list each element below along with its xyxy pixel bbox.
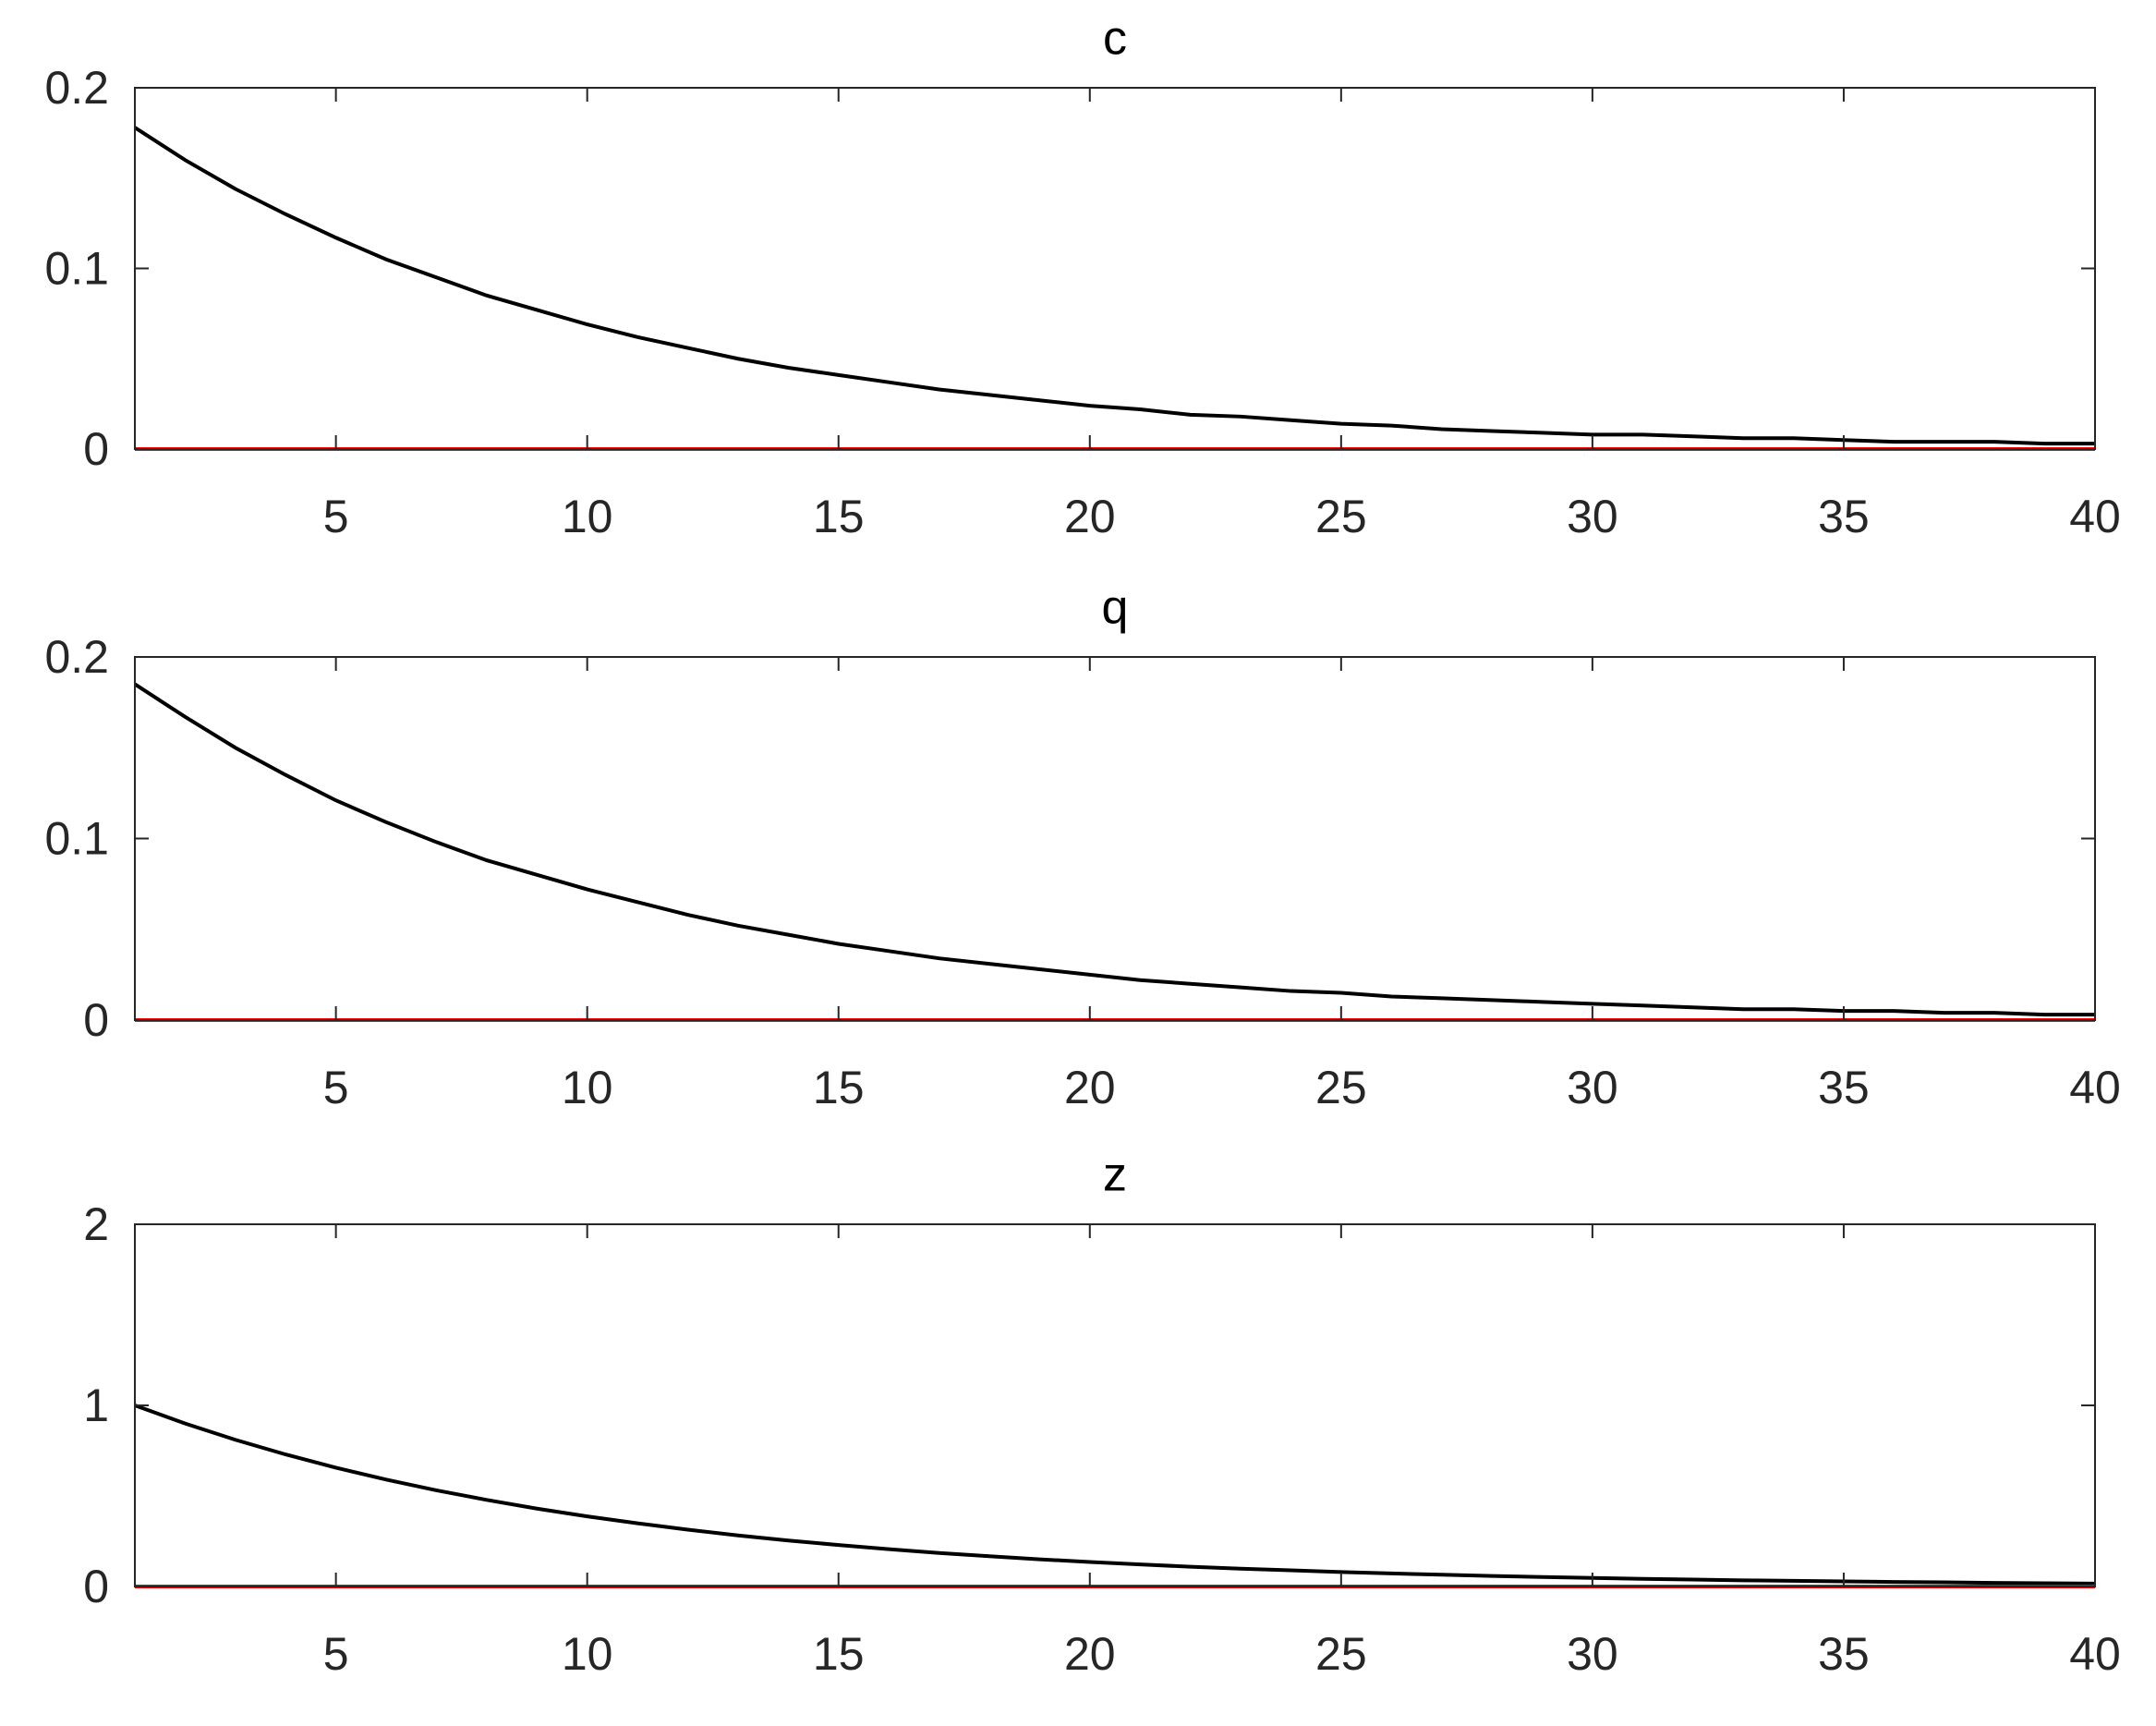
x-tick-label: 10 — [562, 1062, 613, 1113]
y-tick-label: 2 — [83, 1198, 109, 1250]
x-tick-label: 5 — [323, 1062, 349, 1113]
x-tick-label: 5 — [323, 1628, 349, 1680]
y-tick-label: 0 — [83, 994, 109, 1046]
x-tick-label: 20 — [1064, 1628, 1116, 1680]
y-tick-label: 0 — [83, 1561, 109, 1612]
line-series — [133, 682, 2095, 1017]
chart-title: z — [1103, 1149, 1127, 1202]
x-tick-label: 20 — [1064, 1062, 1116, 1113]
x-tick-label: 5 — [323, 491, 349, 542]
y-tick-label: 0.2 — [44, 62, 109, 114]
y-tick-label: 0.1 — [44, 813, 109, 865]
chart-title: c — [1103, 12, 1127, 66]
x-tick-label: 30 — [1567, 491, 1618, 542]
axes-box — [134, 1223, 2096, 1587]
y-tick-label: 0.1 — [44, 243, 109, 295]
y-tick-label: 1 — [83, 1380, 109, 1431]
x-tick-label: 15 — [813, 1628, 865, 1680]
line-series — [133, 126, 2095, 446]
x-tick-label: 30 — [1567, 1062, 1618, 1113]
x-tick-label: 25 — [1315, 1062, 1367, 1113]
x-tick-label: 35 — [1818, 491, 1870, 542]
x-tick-label: 10 — [562, 491, 613, 542]
x-tick-label: 25 — [1315, 491, 1367, 542]
axes-box — [134, 87, 2096, 450]
x-tick-label: 30 — [1567, 1628, 1618, 1680]
x-tick-label: 40 — [2069, 1062, 2121, 1113]
x-tick-label: 15 — [813, 1062, 865, 1113]
x-tick-label: 20 — [1064, 491, 1116, 542]
x-tick-label: 35 — [1818, 1628, 1870, 1680]
x-tick-label: 25 — [1315, 1628, 1367, 1680]
chart-title: q — [1102, 581, 1129, 635]
x-tick-label: 40 — [2069, 491, 2121, 542]
x-tick-label: 15 — [813, 491, 865, 542]
y-tick-label: 0.2 — [44, 631, 109, 683]
x-tick-label: 35 — [1818, 1062, 1870, 1113]
line-series — [134, 1404, 2096, 1586]
y-tick-label: 0 — [83, 423, 109, 475]
x-tick-label: 10 — [562, 1628, 613, 1680]
x-tick-label: 40 — [2069, 1628, 2121, 1680]
